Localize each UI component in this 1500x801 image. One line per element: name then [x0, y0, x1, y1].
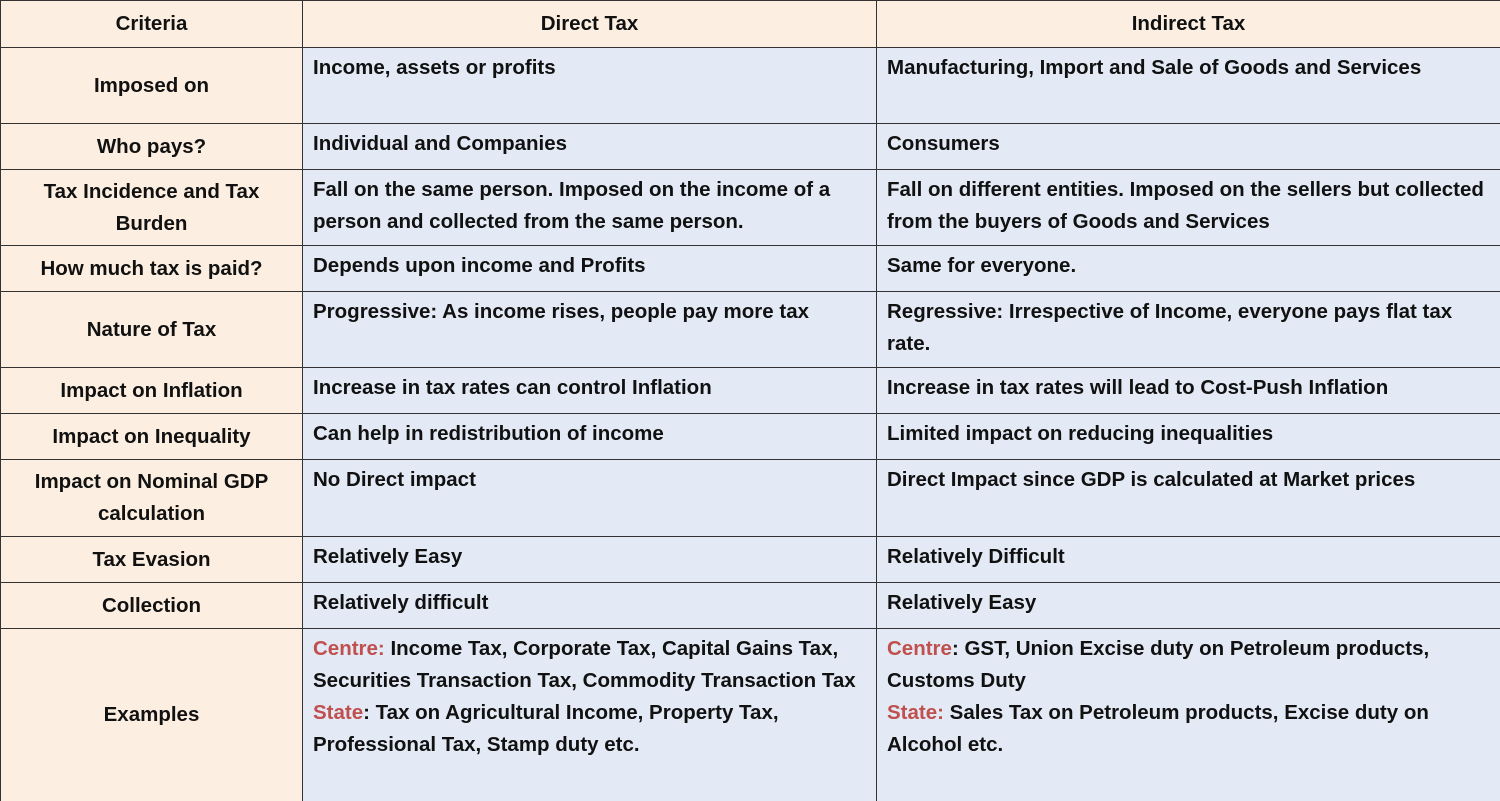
criteria-cell: Collection	[0, 582, 303, 629]
table-row: How much tax is paid? Depends upon income…	[0, 245, 1500, 292]
value-cell: Regressive: Irrespective of Income, ever…	[876, 291, 1500, 368]
example-line: State: Tax on Agricultural Income, Prope…	[313, 697, 866, 761]
criteria-cell: Impact on Nominal GDP calculation	[0, 459, 303, 537]
value-cell: Relatively difficult	[302, 582, 877, 629]
value-cell: Consumers	[876, 123, 1500, 170]
header-cell: Criteria	[0, 0, 303, 48]
header-row: Criteria Direct Tax Indirect Tax	[0, 0, 1500, 48]
value-cell: Individual and Companies	[302, 123, 877, 170]
value-cell: Relatively Difficult	[876, 536, 1500, 583]
criteria-cell: Imposed on	[0, 47, 303, 124]
header-cell: Direct Tax	[302, 0, 877, 48]
criteria-cell: Tax Incidence and Tax Burden	[0, 169, 303, 246]
value-cell: Fall on different entities. Imposed on t…	[876, 169, 1500, 246]
value-cell: Fall on the same person. Imposed on the …	[302, 169, 877, 246]
value-cell: Relatively Easy	[302, 536, 877, 583]
value-cell: Increase in tax rates will lead to Cost-…	[876, 367, 1500, 414]
value-cell: Progressive: As income rises, people pay…	[302, 291, 877, 368]
criteria-cell: Impact on Inflation	[0, 367, 303, 414]
criteria-cell: Tax Evasion	[0, 536, 303, 583]
example-text: : Tax on Agricultural Income, Property T…	[313, 701, 785, 756]
value-cell: No Direct impact	[302, 459, 877, 537]
criteria-cell: Who pays?	[0, 123, 303, 170]
criteria-cell: Impact on Inequality	[0, 413, 303, 460]
table-row: Nature of Tax Progressive: As income rise…	[0, 291, 1500, 368]
example-text: Sales Tax on Petroleum products, Excise …	[887, 701, 1440, 756]
value-cell: Centre: Income Tax, Corporate Tax, Capit…	[302, 628, 877, 801]
example-label: Centre	[887, 637, 952, 660]
header-cell: Indirect Tax	[876, 0, 1500, 48]
value-cell: Same for everyone.	[876, 245, 1500, 292]
example-label: Centre:	[313, 637, 385, 660]
table-row: Impact on Nominal GDP calculation No Dire…	[0, 459, 1500, 537]
criteria-cell: Nature of Tax	[0, 291, 303, 368]
example-line: Centre: GST, Union Excise duty on Petrol…	[887, 633, 1490, 697]
table-row: Collection Relatively difficult Relatively…	[0, 582, 1500, 629]
example-line: Centre: Income Tax, Corporate Tax, Capit…	[313, 633, 866, 697]
table-row: Impact on Inflation Increase in tax rates…	[0, 367, 1500, 414]
example-text: : GST, Union Excise duty on Petroleum pr…	[887, 637, 1435, 692]
criteria-cell: Examples	[0, 628, 303, 801]
example-line: State: Sales Tax on Petroleum products, …	[887, 697, 1490, 761]
table-row: Impact on Inequality Can help in redistri…	[0, 413, 1500, 460]
example-label: State:	[887, 701, 944, 724]
value-cell: Centre: GST, Union Excise duty on Petrol…	[876, 628, 1500, 801]
example-text: Income Tax, Corporate Tax, Capital Gains…	[313, 637, 856, 692]
value-cell: Manufacturing, Import and Sale of Goods …	[876, 47, 1500, 124]
value-cell: Depends upon income and Profits	[302, 245, 877, 292]
example-label: State	[313, 701, 364, 724]
value-cell: Income, assets or profits	[302, 47, 877, 124]
table-row: Tax Incidence and Tax Burden Fall on the …	[0, 169, 1500, 246]
table-row: Who pays? Individual and Companies Consume…	[0, 123, 1500, 170]
value-cell: Limited impact on reducing inequalities	[876, 413, 1500, 460]
value-cell: Increase in tax rates can control Inflat…	[302, 367, 877, 414]
value-cell: Relatively Easy	[876, 582, 1500, 629]
table-row: Imposed on Income, assets or profits Manuf…	[0, 47, 1500, 124]
value-cell: Direct Impact since GDP is calculated at…	[876, 459, 1500, 537]
table-row: Examples Centre: Income Tax, Corporate Ta…	[0, 628, 1500, 801]
value-cell: Can help in redistribution of income	[302, 413, 877, 460]
table-row: Tax Evasion Relatively Easy Relatively Dif…	[0, 536, 1500, 583]
criteria-cell: How much tax is paid?	[0, 245, 303, 292]
